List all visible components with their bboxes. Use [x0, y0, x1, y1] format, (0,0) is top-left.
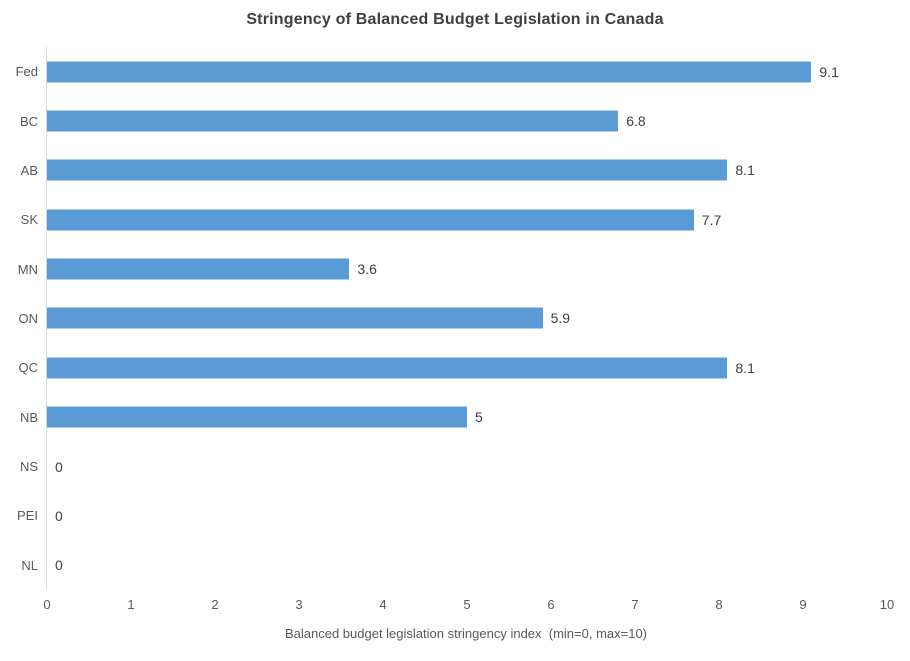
category-label: PEI — [17, 508, 38, 524]
bar-row: AB 8.1 — [21, 146, 887, 195]
category-label: NS — [19, 459, 38, 475]
bar-row: NL 0 — [21, 541, 887, 590]
bar — [47, 307, 543, 329]
category-label: ON — [18, 310, 39, 326]
chart-title: Stringency of Balanced Budget Legislatio… — [246, 11, 664, 28]
x-axis: 0 1 2 3 4 5 6 7 8 9 10 — [43, 597, 894, 619]
value-label: 5 — [475, 409, 483, 426]
bar — [47, 209, 694, 231]
category-label: MN — [17, 261, 38, 277]
bar — [47, 61, 812, 83]
category-label: Fed — [15, 64, 38, 80]
bar-row: MN 3.6 — [18, 244, 887, 293]
value-label: 3.6 — [357, 261, 377, 278]
value-label: 9.1 — [819, 63, 839, 80]
x-tick-label: 0 — [43, 597, 51, 612]
bar-row: PEI 0 — [17, 491, 887, 540]
bar-row: NS 0 — [20, 442, 887, 491]
value-label: 0 — [55, 458, 63, 475]
bar-row: SK 7.7 — [21, 195, 887, 244]
category-label: QC — [18, 360, 39, 376]
value-label: 8.1 — [735, 162, 755, 179]
value-label: 7.7 — [701, 211, 722, 228]
x-tick-label: 7 — [631, 597, 639, 612]
x-tick-label: 4 — [379, 597, 387, 612]
value-label: 0 — [55, 557, 63, 574]
bar — [47, 406, 467, 428]
value-label: 6.8 — [626, 113, 646, 130]
category-label: BC — [19, 113, 38, 129]
category-label: SK — [20, 212, 38, 228]
bar-row: QC 8.1 — [19, 343, 887, 392]
bar-row: NB 5 — [20, 393, 887, 442]
x-axis-title: Balanced budget legislation stringency i… — [284, 626, 648, 641]
bar — [47, 258, 350, 280]
x-tick-label: 2 — [211, 597, 219, 612]
value-label: 0 — [55, 507, 63, 524]
bar — [47, 110, 619, 132]
category-label: AB — [20, 162, 38, 178]
bar-row: ON 5.9 — [19, 294, 887, 343]
x-tick-label: 10 — [879, 597, 895, 612]
category-label: NL — [21, 557, 38, 573]
bar — [47, 357, 728, 379]
value-label: 8.1 — [735, 359, 755, 376]
plot-area: Fed 9.1 BC 6.8 AB 8.1 SK 7.7 MN 3.6 ON 5.9 QC 8.1 NB 5 N… — [16, 47, 894, 612]
bar-row: BC 6.8 — [20, 96, 887, 145]
bar — [47, 159, 728, 181]
x-tick-label: 8 — [715, 597, 723, 612]
bar-row: Fed 9.1 — [16, 47, 887, 96]
x-tick-label: 9 — [799, 597, 807, 612]
x-tick-label: 1 — [127, 597, 135, 612]
x-tick-label: 6 — [547, 597, 555, 612]
x-tick-label: 3 — [295, 597, 303, 612]
x-tick-label: 5 — [463, 597, 471, 612]
value-label: 5.9 — [550, 310, 571, 327]
category-label: NB — [19, 409, 38, 425]
